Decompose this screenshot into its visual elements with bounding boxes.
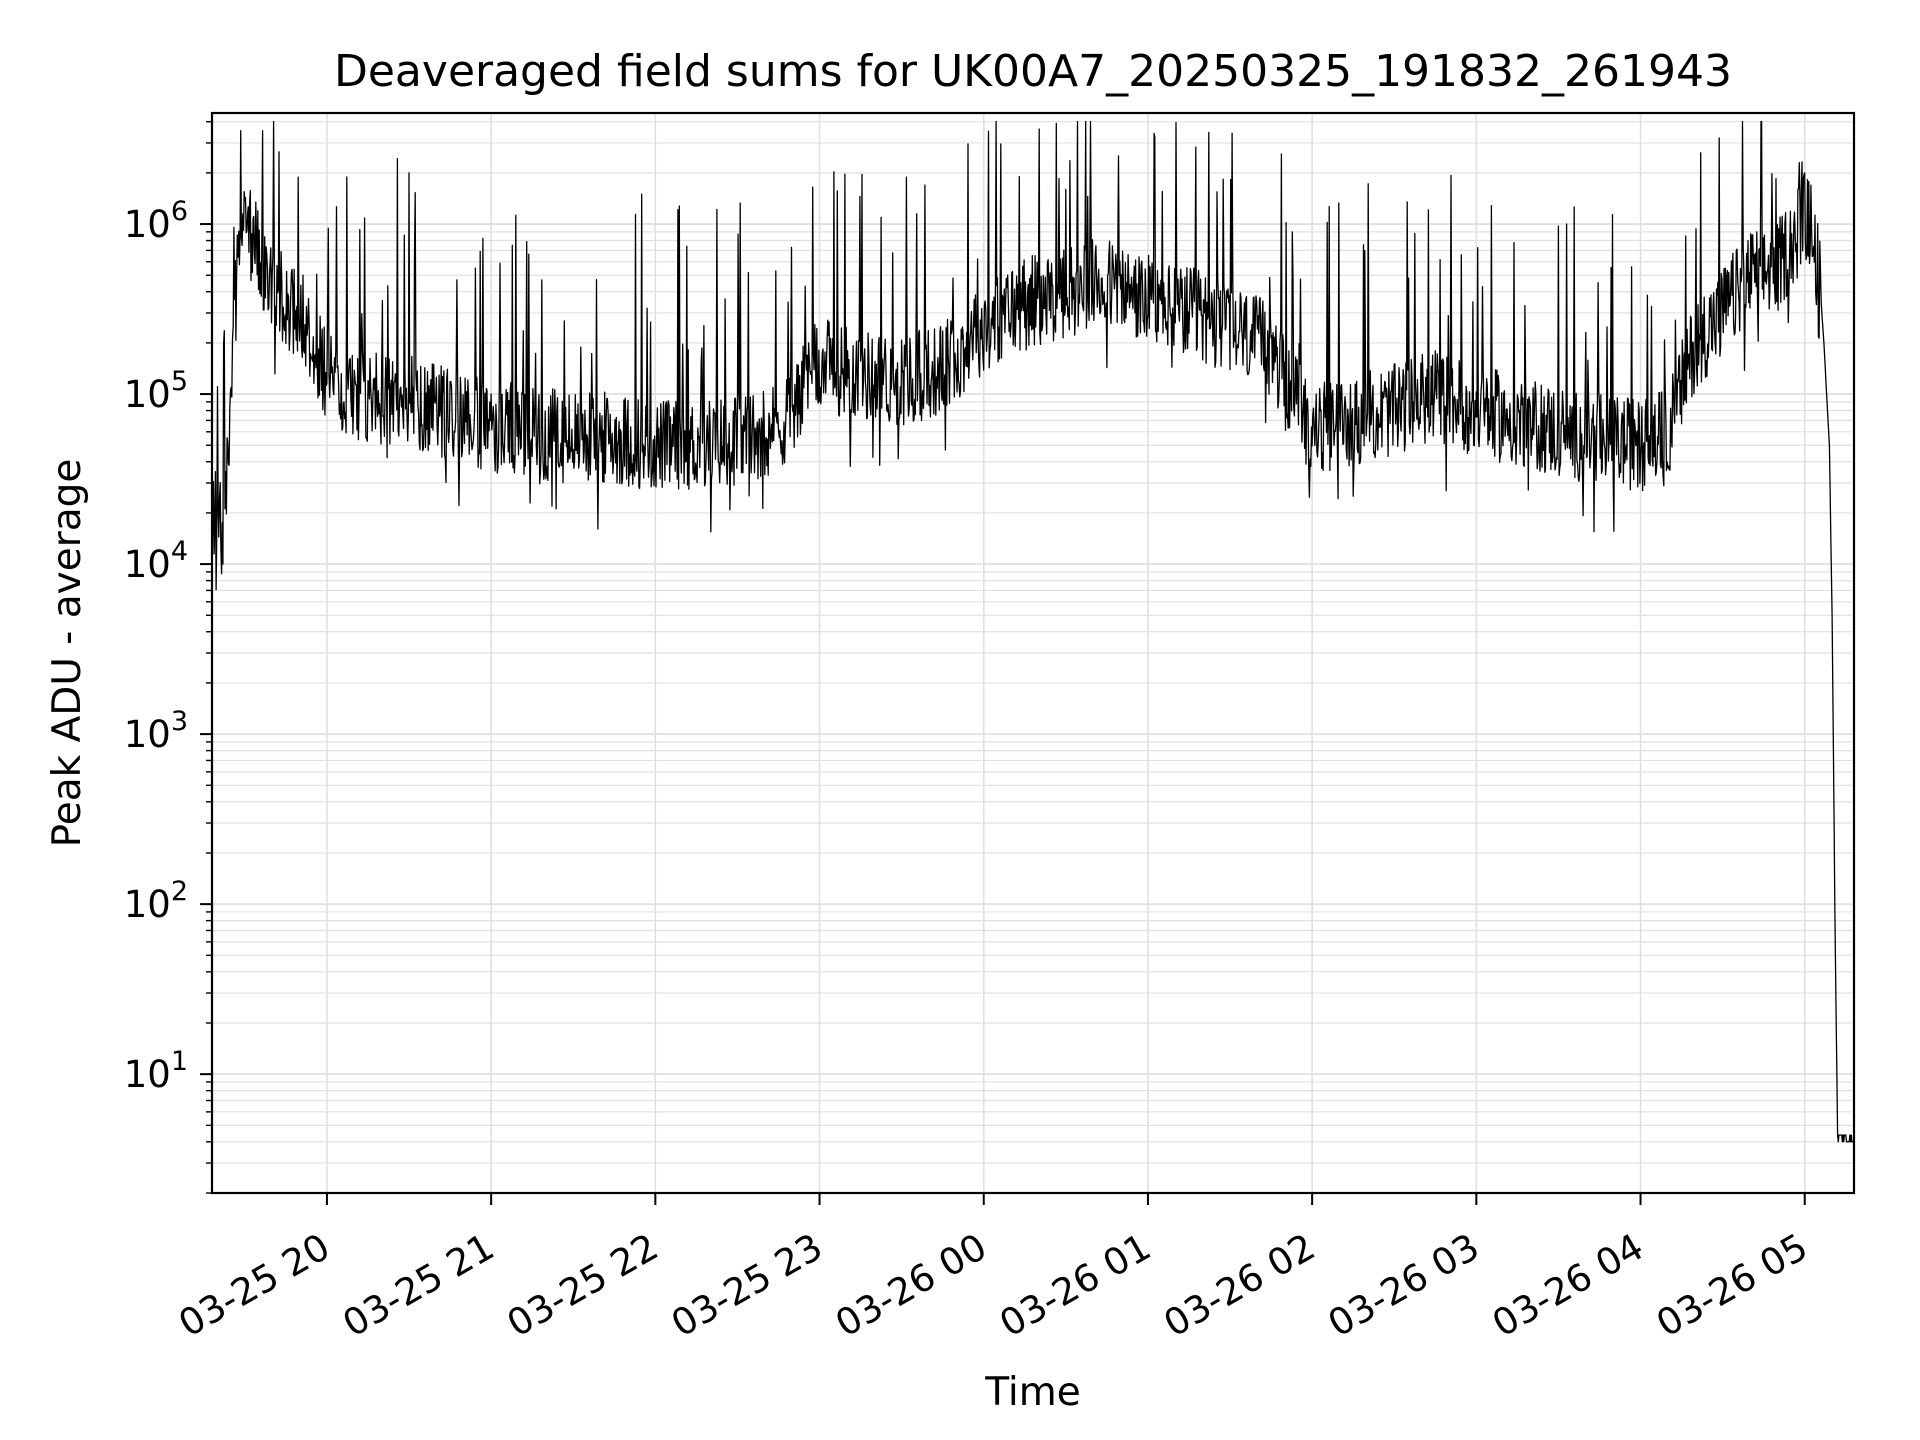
y-tick-label-base: 10: [124, 373, 171, 416]
y-tick-label: 106: [124, 196, 188, 246]
y-tick-label-base: 10: [124, 883, 171, 926]
y-tick-label-exponent: 2: [171, 876, 188, 907]
y-tick-label: 103: [124, 706, 188, 756]
y-tick-label: 102: [124, 876, 188, 926]
y-tick-label-base: 10: [124, 713, 171, 756]
y-tick-label-exponent: 3: [171, 706, 188, 737]
y-tick-label-base: 10: [124, 543, 171, 586]
series-line: [211, 120, 1854, 1143]
y-tick-label-exponent: 1: [171, 1046, 188, 1077]
y-tick-label: 105: [124, 366, 188, 416]
y-tick-label: 104: [124, 536, 188, 586]
x-axis-label: Time: [984, 1370, 1080, 1415]
chart-title: Deaveraged field sums for UK00A7_2025032…: [334, 46, 1732, 97]
y-tick-label-exponent: 6: [171, 196, 188, 227]
y-tick-label-base: 10: [124, 1053, 171, 1096]
y-tick-label-base: 10: [124, 203, 171, 246]
y-tick-label-exponent: 5: [171, 366, 188, 397]
y-axis-label: Peak ADU - average: [45, 459, 90, 848]
plot-area: [211, 120, 1854, 1143]
y-tick-label: 101: [124, 1046, 188, 1096]
y-tick-label-exponent: 4: [171, 536, 188, 567]
